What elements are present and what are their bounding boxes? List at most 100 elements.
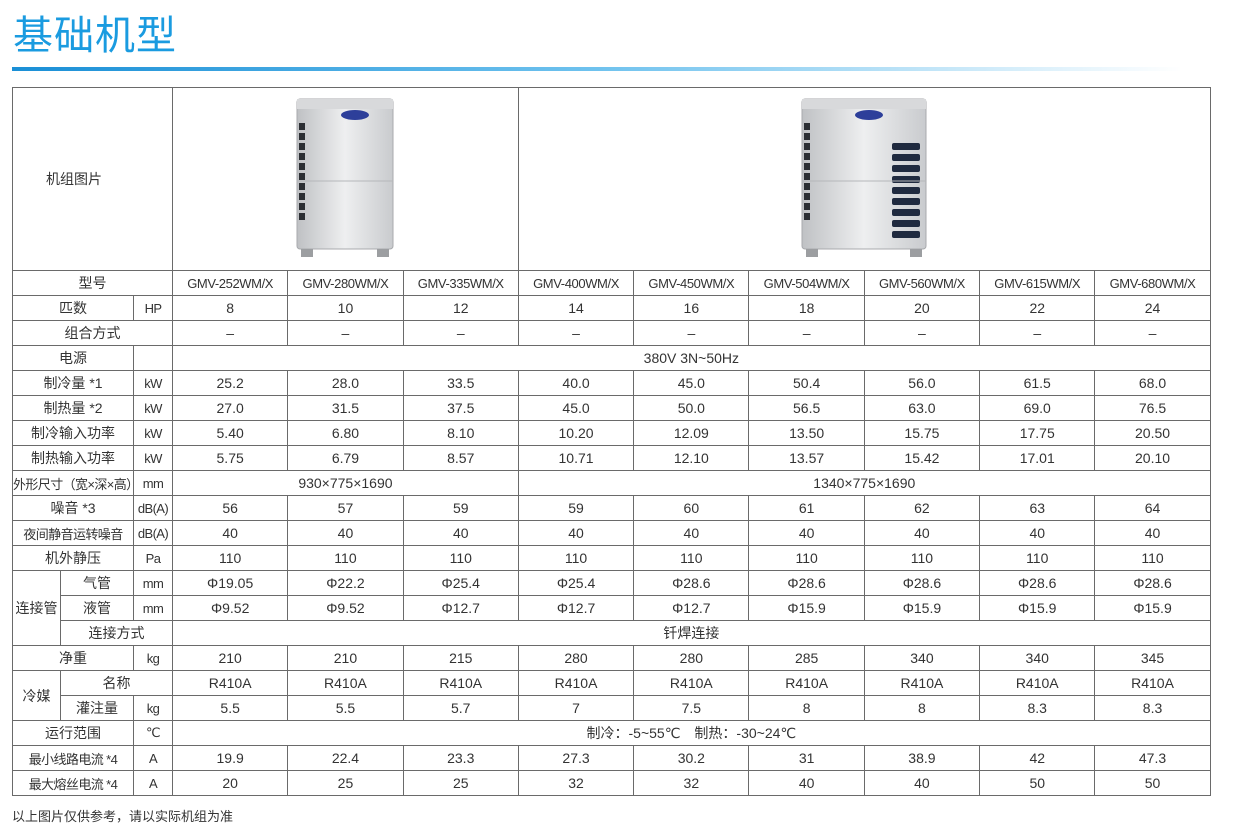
value-cell: 40 xyxy=(1094,520,1211,546)
merged-value: 制冷：-5~55℃ 制热：-30~24℃ xyxy=(172,720,1211,746)
value-cell: – xyxy=(979,320,1096,346)
value-cell: Φ15.9 xyxy=(1094,595,1211,621)
value-cell: 10 xyxy=(287,295,404,321)
value-cell: 345 xyxy=(1094,645,1211,671)
table-row: 制冷输入功率 kW 5.40 6.80 8.10 10.20 12.09 13.50 15.75… xyxy=(12,420,1211,446)
value-cell: 50.4 xyxy=(748,370,865,396)
value-cell: 45.0 xyxy=(633,370,750,396)
value-cell: R410A xyxy=(171,670,289,696)
row-label: 名称 xyxy=(60,670,173,696)
value-cell: 13.50 xyxy=(748,420,865,446)
table-row: 机组图片 xyxy=(12,87,1211,271)
value-cell: 20.10 xyxy=(1094,445,1211,471)
row-label: 制热输入功率 xyxy=(12,445,134,471)
row-label: 液管 xyxy=(60,595,134,621)
image-cell xyxy=(517,87,1211,271)
value-cell: R410A xyxy=(633,670,750,696)
image-label: 机组图片 xyxy=(12,87,173,271)
value-cell: 27.3 xyxy=(517,745,635,771)
unit-cell: HP xyxy=(133,295,173,321)
value-cell: 38.9 xyxy=(863,745,981,771)
unit-cell: Pa xyxy=(133,545,173,571)
value-cell: 50 xyxy=(1094,770,1211,796)
table-row: 夜间静音运转噪音 dB(A) 40 40 40 40 40 40 40 40 40 xyxy=(12,520,1211,546)
value-cell: 63 xyxy=(979,495,1096,521)
value-cell: 8.57 xyxy=(402,445,519,471)
table-row: 制热输入功率 kW 5.75 6.79 8.57 10.71 12.10 13.57 15.42… xyxy=(12,445,1211,471)
unit-cell: kW xyxy=(133,445,173,471)
unit-cell: ℃ xyxy=(133,720,173,746)
row-label: 净重 xyxy=(12,645,134,671)
value-cell: R410A xyxy=(863,670,981,696)
value-cell: 57 xyxy=(287,495,404,521)
value-cell: 8.3 xyxy=(1094,695,1211,721)
value-cell: 40 xyxy=(979,520,1096,546)
table-row: 制冷量 *1 kW 25.2 28.0 33.5 40.0 45.0 50.4 56.0 61.5… xyxy=(12,370,1211,396)
model-name: GMV-280WM/X xyxy=(287,270,404,296)
value-cell: R410A xyxy=(1094,670,1211,696)
row-label: 连接方式 xyxy=(60,620,173,646)
value-cell: 8 xyxy=(863,695,981,721)
value-cell: 17.01 xyxy=(979,445,1096,471)
value-cell: Φ15.9 xyxy=(863,595,981,621)
value-cell: 210 xyxy=(287,645,404,671)
value-cell: – xyxy=(287,320,404,346)
value-cell: – xyxy=(633,320,750,346)
merged-value: 380V 3N~50Hz xyxy=(172,345,1211,371)
title-rule xyxy=(12,67,1182,71)
value-cell: 45.0 xyxy=(517,395,635,421)
value-cell: 8.10 xyxy=(402,420,519,446)
value-cell: 8 xyxy=(171,295,289,321)
value-cell: 110 xyxy=(402,545,519,571)
merged-value: 930×775×1690 xyxy=(172,470,519,496)
unit-image xyxy=(801,98,927,257)
row-label: 制冷输入功率 xyxy=(12,420,134,446)
value-cell: Φ9.52 xyxy=(171,595,289,621)
model-name: GMV-335WM/X xyxy=(402,270,519,296)
value-cell: 280 xyxy=(517,645,635,671)
value-cell: 76.5 xyxy=(1094,395,1211,421)
value-cell: 110 xyxy=(748,545,865,571)
unit-cell: kW xyxy=(133,370,173,396)
value-cell: 25 xyxy=(287,770,404,796)
row-label: 夜间静音运转噪音 xyxy=(12,520,134,546)
table-row: 噪音 *3 dB(A) 56 57 59 59 60 61 62 63 64 xyxy=(12,495,1211,521)
value-cell: 63.0 xyxy=(863,395,981,421)
value-cell: 20 xyxy=(863,295,981,321)
value-cell: 31 xyxy=(748,745,865,771)
row-label: 制热量 *2 xyxy=(12,395,134,421)
value-cell: 10.20 xyxy=(517,420,635,446)
table-row: 运行范围 ℃ 制冷：-5~55℃ 制热：-30~24℃ xyxy=(12,720,1211,746)
value-cell: R410A xyxy=(517,670,635,696)
value-cell: 62 xyxy=(863,495,981,521)
value-cell: 40 xyxy=(171,520,289,546)
value-cell: 5.75 xyxy=(171,445,289,471)
value-cell: Φ25.4 xyxy=(402,570,519,596)
value-cell: 110 xyxy=(287,545,404,571)
value-cell: 27.0 xyxy=(171,395,289,421)
value-cell: 32 xyxy=(517,770,635,796)
value-cell: 31.5 xyxy=(287,395,404,421)
row-label: 组合方式 xyxy=(12,320,173,346)
row-label: 匹数 xyxy=(12,295,134,321)
value-cell: 40 xyxy=(863,520,981,546)
value-cell: Φ15.9 xyxy=(748,595,865,621)
value-cell: 40 xyxy=(748,520,865,546)
unit-cell: mm xyxy=(133,595,173,621)
value-cell: 210 xyxy=(171,645,289,671)
value-cell: 25 xyxy=(402,770,519,796)
table-row: 连接管 气管 mm Φ19.05 Φ22.2 Φ25.4 Φ25.4 Φ28.6 Φ28.6 Φ2… xyxy=(12,570,1211,646)
value-cell: 6.79 xyxy=(287,445,404,471)
table-row: 最大熔丝电流 *4 A 20 25 25 32 32 40 40 50 50 xyxy=(12,770,1211,796)
value-cell: 5.40 xyxy=(171,420,289,446)
group-label: 连接管 xyxy=(12,570,61,646)
value-cell: 61.5 xyxy=(979,370,1096,396)
value-cell: 110 xyxy=(633,545,750,571)
value-cell: 56.0 xyxy=(863,370,981,396)
table-row: 外形尺寸（宽×深×高） mm 930×775×1690 1340×775×1690 xyxy=(12,470,1211,496)
model-name: GMV-615WM/X xyxy=(979,270,1096,296)
value-cell: – xyxy=(1094,320,1211,346)
value-cell: Φ12.7 xyxy=(633,595,750,621)
value-cell: Φ15.9 xyxy=(979,595,1096,621)
value-cell: Φ28.6 xyxy=(979,570,1096,596)
